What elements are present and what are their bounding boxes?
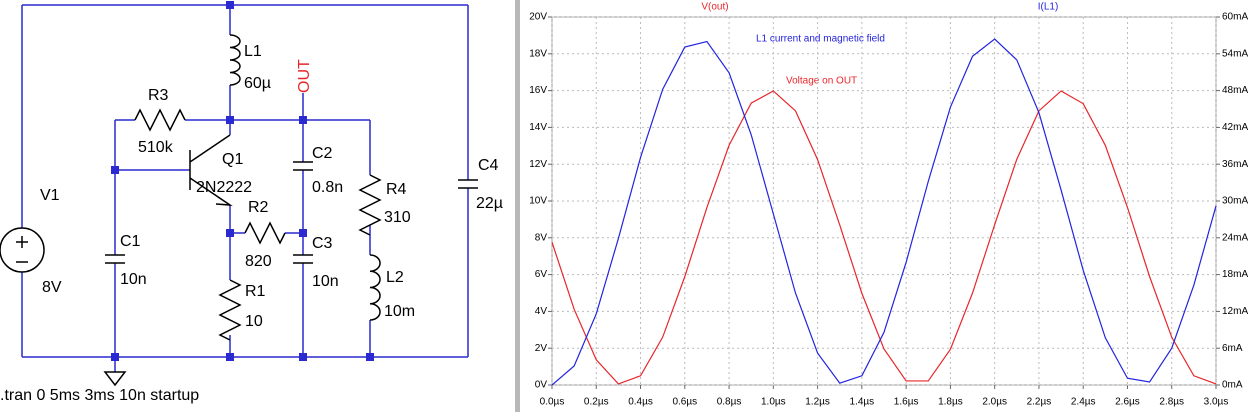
y-tick-label: 6V (535, 269, 548, 280)
label: 2N2222 (196, 179, 252, 196)
x-tick-label: 1.0µs (761, 397, 786, 408)
components (103, 34, 478, 387)
x-tick-label: 1.4µs (850, 397, 875, 408)
label: 10n (312, 273, 339, 290)
label: C3 (312, 235, 333, 252)
y-tick-label: 18V (529, 48, 547, 59)
y2-tick-label: 42mA (1222, 122, 1248, 133)
x-tick-label: 2.8µs (1159, 397, 1184, 408)
y2-tick-label: 12mA (1222, 306, 1248, 317)
label: R3 (148, 87, 169, 104)
y-tick-label: 14V (529, 122, 547, 133)
y2-tick-label: 48mA (1222, 85, 1248, 96)
y2-tick-label: 54mA (1222, 48, 1248, 59)
label: 22µ (476, 195, 503, 212)
net-label: OUT (296, 59, 313, 93)
label: C4 (478, 157, 499, 174)
annotation: Voltage on OUT (786, 76, 857, 87)
y2-tick-label: 36mA (1222, 159, 1248, 170)
label: 60µ (244, 75, 271, 92)
chart: L1 current and magnetic field Voltage on… (529, 2, 1248, 408)
label: R2 (248, 199, 269, 216)
y2-tick-label: 0mA (1222, 380, 1243, 391)
x-tick-label: 2.0µs (982, 397, 1007, 408)
x-tick-label: 0.2µs (584, 397, 609, 408)
x-tick-label: 1.2µs (805, 397, 830, 408)
schematic: L1 60µ OUT R3 510k Q1 2N2222 C2 0.8n R4 … (0, 0, 515, 412)
x-tick-label: 1.8µs (938, 397, 963, 408)
wires (21, 4, 469, 372)
label: 10 (245, 313, 263, 330)
label: 0.8n (312, 179, 343, 196)
label: 310 (384, 209, 411, 226)
label: V1 (40, 187, 60, 204)
label: 10m (384, 303, 415, 320)
label: Q1 (222, 151, 243, 168)
y2-tick-label: 60mA (1222, 12, 1248, 23)
legend-entry: V(out) (701, 2, 728, 13)
label: R4 (386, 181, 407, 198)
legend-entry: I(L1) (1038, 2, 1059, 13)
y-tick-label: 16V (529, 85, 547, 96)
label: L2 (386, 269, 404, 286)
label: 8V (42, 279, 62, 296)
schematic-bg (0, 0, 515, 412)
y-tick-label: 8V (535, 232, 548, 243)
y-tick-label: 4V (535, 306, 548, 317)
voltage-source (0, 227, 45, 273)
annotation: L1 current and magnetic field (756, 34, 885, 45)
y2-tick-label: 6mA (1222, 343, 1243, 354)
y-tick-label: 0V (535, 380, 548, 391)
source-signs (16, 236, 28, 263)
x-tick-label: 0.8µs (717, 397, 742, 408)
label: C1 (120, 233, 141, 250)
x-tick-label: 0.6µs (672, 397, 697, 408)
x-tick-label: 1.6µs (894, 397, 919, 408)
node-dots (111, 1, 374, 361)
label: 10n (120, 271, 147, 288)
y2-tick-label: 24mA (1222, 232, 1248, 243)
y2-tick-label: 30mA (1222, 196, 1248, 207)
divider (515, 0, 520, 412)
spice-directive: .tran 0 5ms 3ms 10n startup (0, 387, 199, 404)
x-tick-label: 3.0µs (1204, 397, 1229, 408)
y-tick-label: 2V (535, 343, 548, 354)
series-line (551, 90, 1217, 385)
y2-tick-label: 18mA (1222, 269, 1248, 280)
x-tick-label: 2.4µs (1071, 397, 1096, 408)
x-tick-label: 0.4µs (628, 397, 653, 408)
y-tick-label: 12V (529, 159, 547, 170)
label: 510k (138, 139, 174, 156)
x-tick-label: 2.2µs (1027, 397, 1052, 408)
label: 820 (245, 253, 272, 270)
label: R1 (245, 283, 266, 300)
label: C2 (312, 145, 333, 162)
x-tick-label: 0.0µs (540, 397, 565, 408)
y-tick-label: 20V (529, 12, 547, 23)
label: L1 (244, 43, 262, 60)
y-tick-label: 10V (529, 196, 547, 207)
series-line (551, 38, 1217, 386)
x-tick-label: 2.6µs (1115, 397, 1140, 408)
